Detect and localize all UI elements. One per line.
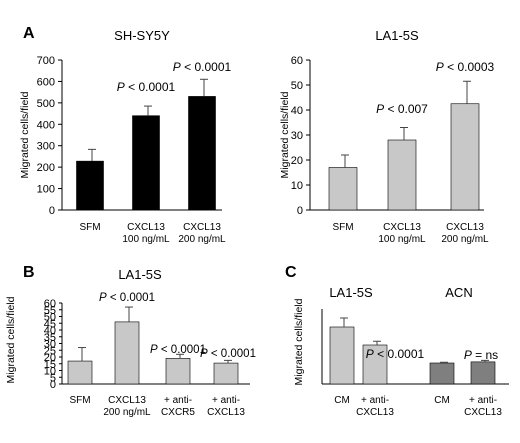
y-tick-label: 15: [44, 359, 56, 371]
bar: [188, 96, 216, 211]
y-tick-label: 700: [37, 55, 55, 67]
y-tick-label: 50: [291, 80, 303, 92]
y-tick-label: 200: [37, 162, 55, 174]
x-tick-label: CXCL13: [356, 407, 394, 418]
y-tick-label: 500: [37, 98, 55, 110]
x-tick-label: CM: [434, 395, 450, 406]
y-tick-label: 0: [50, 379, 56, 391]
y-tick-label: 40: [44, 325, 56, 337]
bar: [429, 362, 455, 385]
p-value-annotation: P < 0.0001: [117, 80, 176, 94]
y-tick-label: 20: [291, 155, 303, 167]
x-tick-label: SFM: [332, 222, 353, 233]
y-tick-label: 20: [44, 352, 56, 364]
y-tick-label: 100: [37, 184, 55, 196]
x-tick-label: 100 ng/mL: [378, 234, 426, 245]
y-tick-label: 40: [291, 105, 303, 117]
panel-a-sh-sy5y-chart: A SH-SY5Y Migrated cells/field 0 100 200 30…: [19, 25, 232, 245]
group-title-la1-5s: LA1-5S: [329, 285, 373, 300]
y-tick-label: 30: [44, 339, 56, 351]
y-tick-label: 30: [291, 130, 303, 142]
y-tick-label: 10: [44, 366, 56, 378]
bar: [132, 115, 160, 211]
bar: [76, 160, 104, 211]
p-value-annotation: P < 0.0001: [99, 292, 155, 304]
bar: [470, 361, 496, 385]
p-value-annotation: P = ns: [464, 348, 498, 362]
x-tick-label: 200 ng/mL: [441, 234, 489, 245]
chart-title: SH-SY5Y: [114, 28, 170, 43]
x-tick-label: CXCL13: [383, 222, 421, 233]
p-value-annotation: P < 0.007: [376, 102, 428, 116]
x-tick-label: CXCL13: [207, 407, 245, 418]
x-tick-label: 200 ng/mL: [178, 234, 226, 245]
y-axis-label: Migrated cells/field: [279, 91, 291, 178]
y-tick-label: 45: [44, 318, 56, 330]
y-tick-label: 25: [44, 345, 56, 357]
x-tick-label: + anti-: [469, 395, 497, 406]
y-tick-label: 50: [44, 312, 56, 324]
y-axis-label: Migrated cells/field: [5, 296, 17, 383]
y-tick-label: 35: [44, 332, 56, 344]
y-tick-label: 600: [37, 76, 55, 88]
y-tick-label: 60: [44, 298, 56, 310]
p-value-annotation: P < 0.0001: [200, 348, 256, 360]
p-value-annotation: P < 0.0001: [366, 347, 425, 361]
y-axis-label: Migrated cells/field: [293, 298, 305, 385]
x-tick-label: CXCR5: [161, 407, 195, 418]
x-tick-label: SFM: [79, 222, 100, 233]
x-tick-label: CXCL13: [464, 407, 502, 418]
panel-label-c: C: [285, 264, 297, 281]
p-value-annotation: P < 0.0001: [150, 344, 206, 356]
bar: [213, 362, 239, 385]
panel-label-b: B: [23, 264, 35, 281]
p-value-annotation: P < 0.0001: [173, 60, 232, 74]
y-tick-label: 400: [37, 119, 55, 131]
x-tick-label: 200 ng/mL: [103, 407, 151, 418]
chart-title: LA1-5S: [375, 28, 419, 43]
x-tick-label: CXCL13: [108, 395, 146, 406]
x-tick-label: + anti-: [361, 395, 389, 406]
y-tick-label: 0: [49, 205, 55, 217]
panel-a-la1-5s-chart: LA1-5S Migrated cells/field 0 10 20 30 40 50 6…: [279, 28, 495, 245]
x-tick-label: + anti-: [212, 395, 240, 406]
bar: [165, 358, 191, 385]
panel-c-cxcl13-blocking-chart: C LA1-5S ACN Migrated cells/field CM + an…: [285, 264, 509, 418]
panel-label-a: A: [23, 25, 35, 42]
bar: [329, 326, 355, 385]
bar: [450, 103, 480, 211]
bar: [114, 321, 140, 385]
x-tick-label: + anti-: [164, 395, 192, 406]
x-tick-label: 100 ng/mL: [122, 234, 170, 245]
y-tick-label: 5: [50, 372, 56, 384]
bar: [387, 139, 417, 211]
y-tick-label: 300: [37, 141, 55, 153]
bar: [67, 360, 93, 385]
y-tick-label: 60: [291, 55, 303, 67]
x-tick-label: CM: [334, 395, 350, 406]
bar: [328, 167, 358, 211]
group-title-acn: ACN: [445, 285, 472, 300]
x-tick-label: CXCL13: [183, 222, 221, 233]
p-value-annotation: P < 0.0003: [436, 60, 495, 74]
y-tick-label: 55: [44, 305, 56, 317]
y-tick-label: 0: [297, 205, 303, 217]
y-axis-label: Migrated cells/field: [19, 91, 31, 178]
panel-b-la1-5s-chart: B LA1-5S Migrated cells/field 0510152025…: [5, 264, 256, 418]
y-tick-label: 10: [291, 180, 303, 192]
chart-title: LA1-5S: [118, 267, 162, 282]
x-tick-label: CXCL13: [446, 222, 484, 233]
bar: [362, 344, 388, 385]
x-tick-label: SFM: [69, 395, 90, 406]
x-tick-label: CXCL13: [127, 222, 165, 233]
